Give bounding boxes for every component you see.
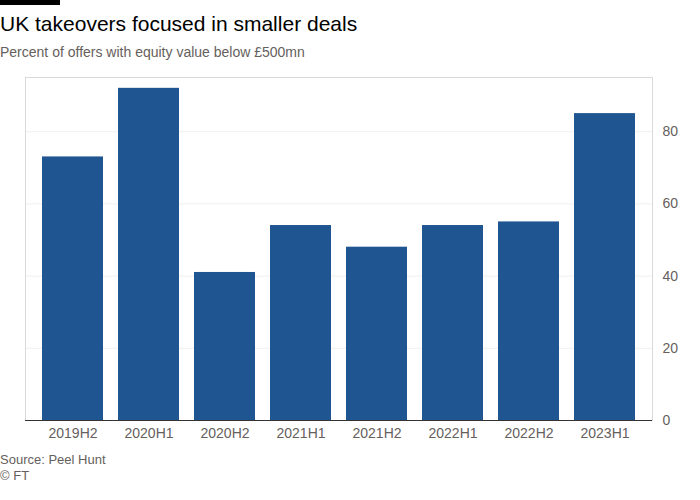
- svg-text:60: 60: [663, 195, 679, 211]
- svg-text:40: 40: [663, 268, 679, 284]
- svg-text:2020H1: 2020H1: [124, 425, 173, 441]
- svg-text:2023H1: 2023H1: [580, 425, 629, 441]
- svg-text:2019H2: 2019H2: [48, 425, 97, 441]
- svg-text:2021H1: 2021H1: [276, 425, 325, 441]
- html-text:UK takeovers focused in smalle: UK takeovers focused in smaller deals: [0, 12, 358, 35]
- html-text:Source: Peel Hunt: Source: Peel Hunt: [0, 452, 106, 467]
- svg-text:20: 20: [663, 340, 679, 356]
- svg-text:80: 80: [663, 123, 679, 139]
- html-text:© FT: © FT: [0, 468, 30, 483]
- svg-text:2022H2: 2022H2: [504, 425, 553, 441]
- svg-text:2021H2: 2021H2: [352, 425, 401, 441]
- html-text:Percent of offers with equity: Percent of offers with equity value belo…: [0, 44, 305, 60]
- svg-text:2022H1: 2022H1: [428, 425, 477, 441]
- svg-text:2020H2: 2020H2: [200, 425, 249, 441]
- svg-text:0: 0: [663, 412, 671, 428]
